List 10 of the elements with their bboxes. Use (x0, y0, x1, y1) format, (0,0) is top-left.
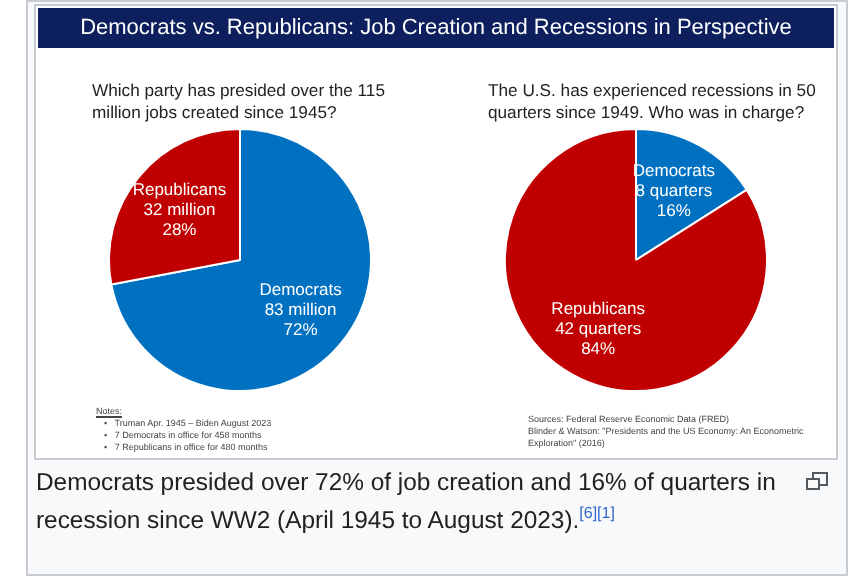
data-label: 42 quarters 84% (555, 317, 642, 358)
slice-label: Republicans (551, 297, 645, 318)
slice-label: Democrats (259, 278, 342, 299)
slice-label: Republicans (132, 178, 227, 199)
text: Democrats presided over 72% of job creation and 16% of quarters in recession since WW2 (April 1945 to August 2023).$^{[6][1]}$ (36, 466, 778, 538)
chart-subtitle: The U.S. has experienced recessions in 50 quarters since 1949. Who was in charge? (486, 78, 818, 126)
data-label: 83 million 72% (264, 298, 338, 339)
text: Democrats vs. Republicans: Job Creation and Recessions in Perspective (38, 8, 834, 48)
chart-subtitle: Which party has presided over the 115 million jobs created since 1945? (90, 78, 387, 126)
data-label: 32 million 28% (143, 198, 216, 239)
